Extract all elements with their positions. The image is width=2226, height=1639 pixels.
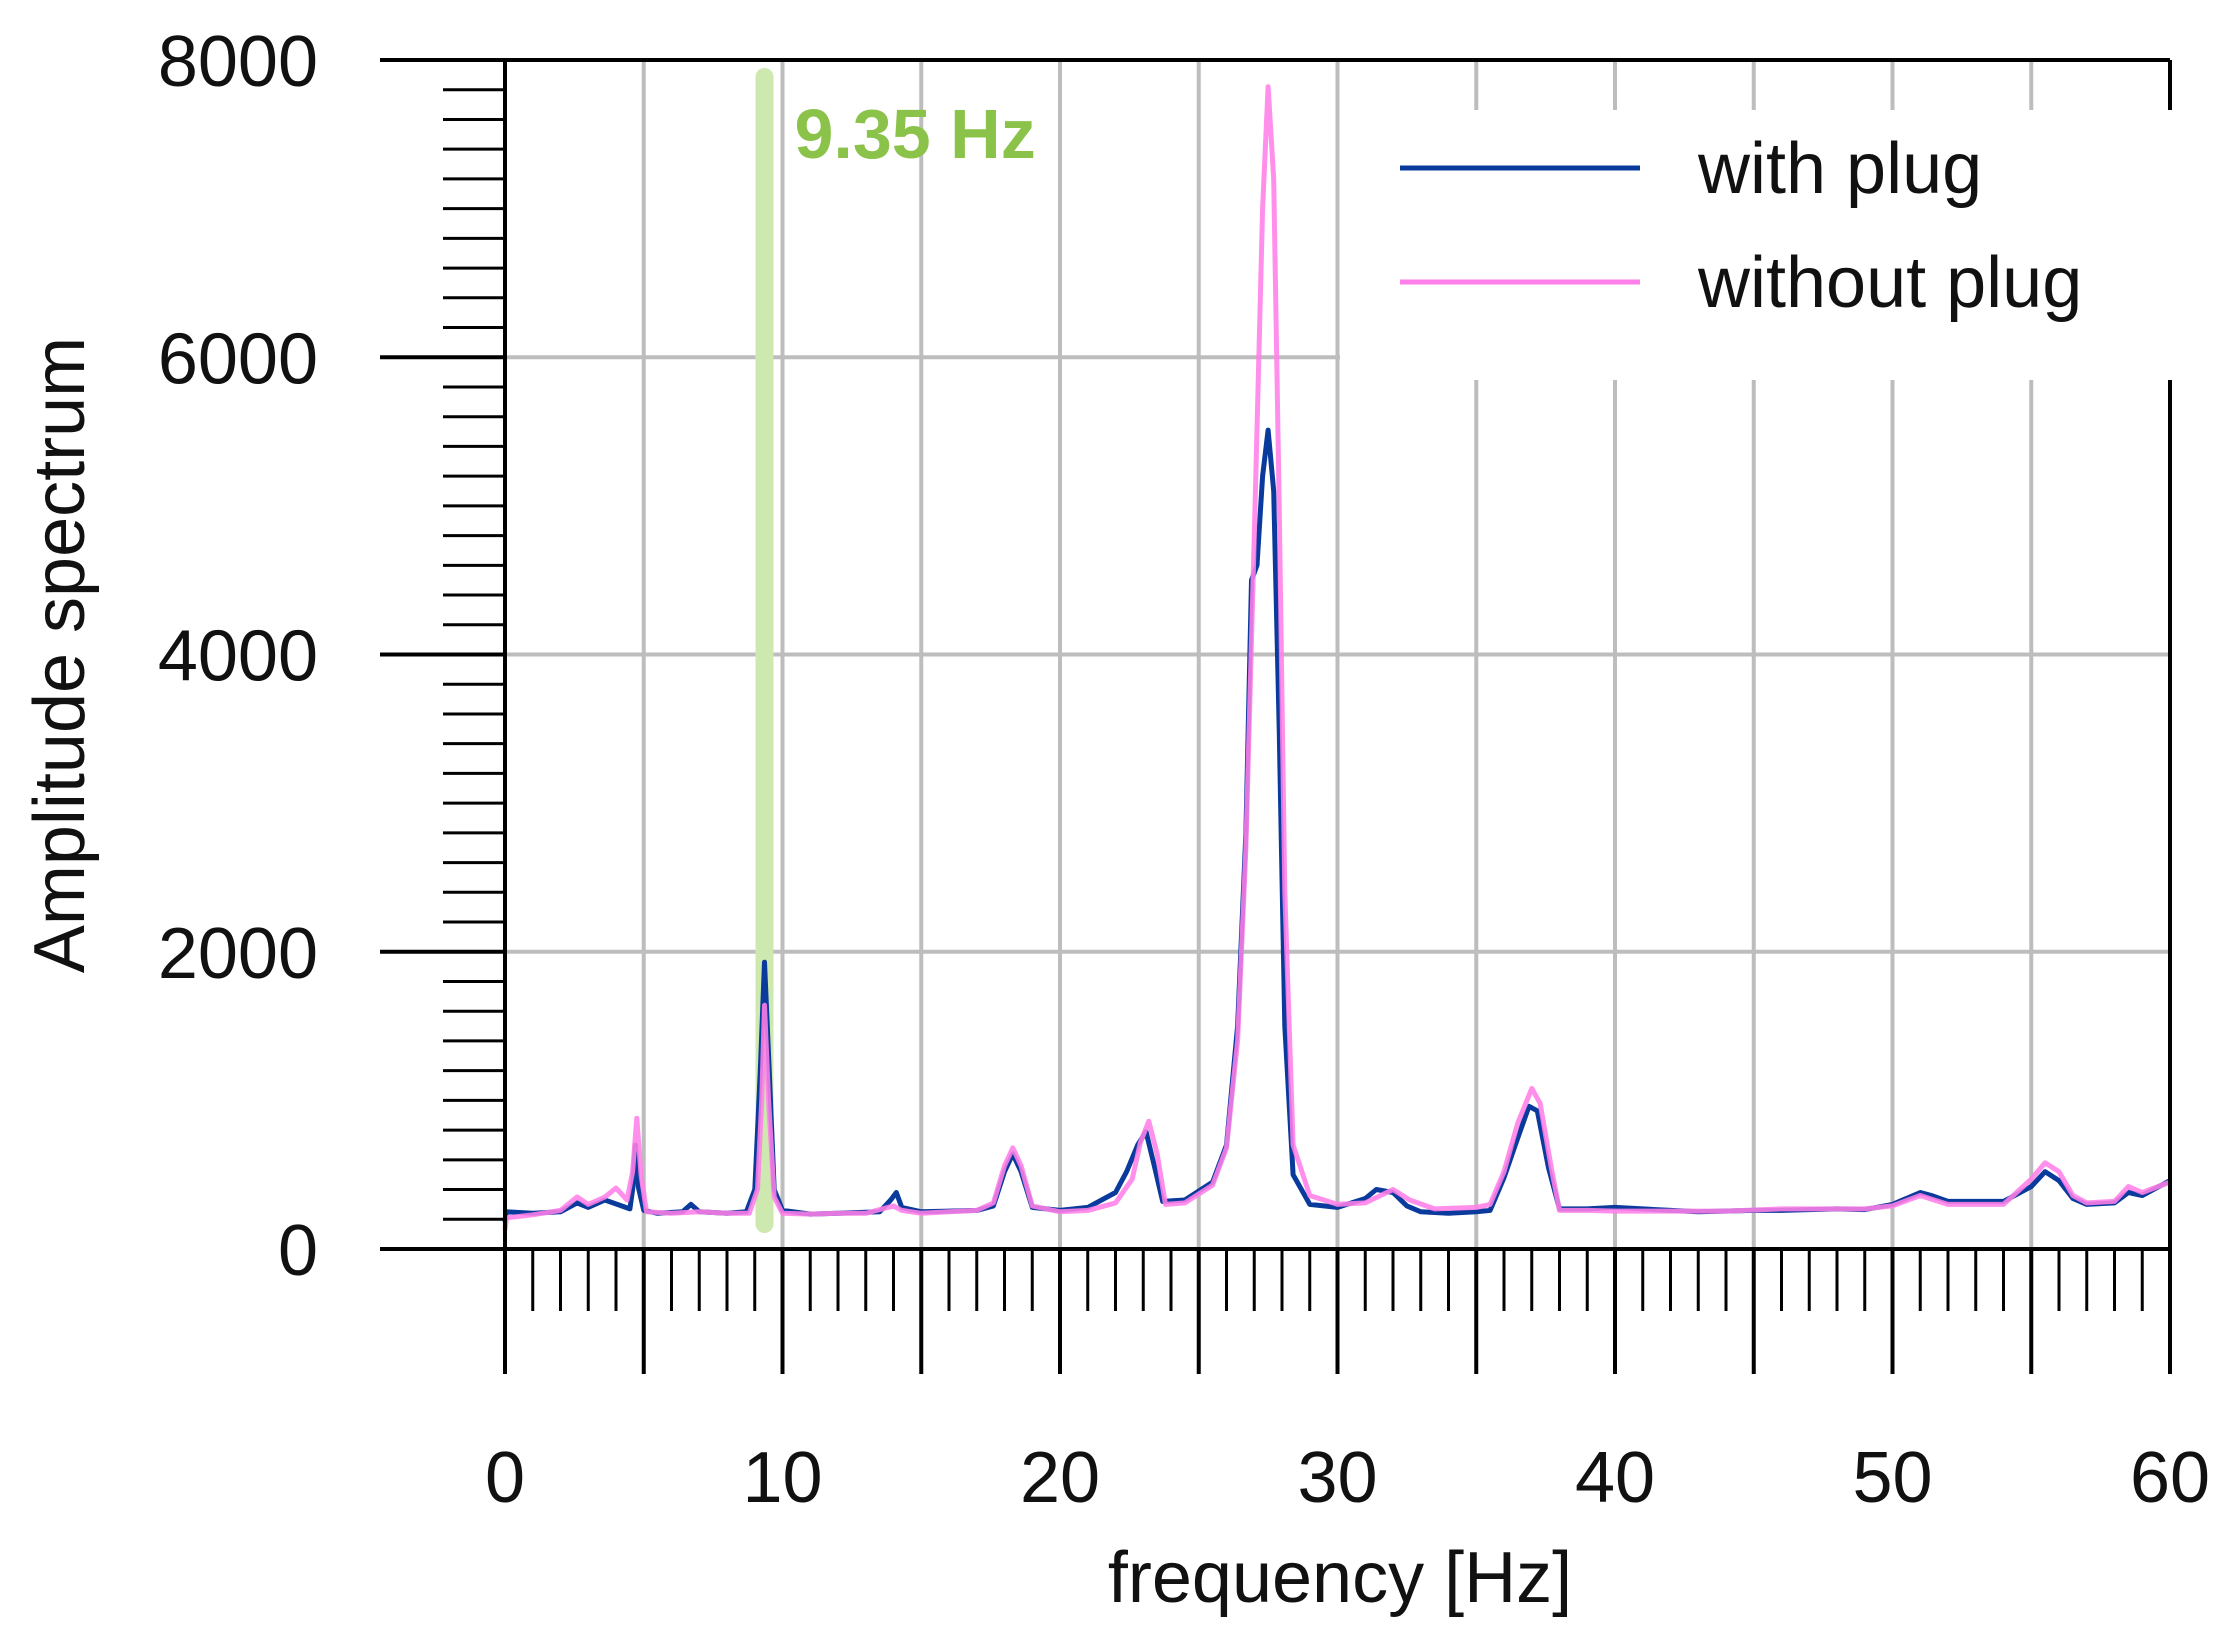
series-lines	[502, 84, 2172, 1230]
legend-background	[1340, 110, 2180, 380]
tick-labels: 0 2000 4000 6000 8000 0 10 20 30 40 50 60	[158, 22, 2210, 1518]
y-tick-label-4000: 4000	[158, 617, 318, 697]
y-tick-label-0: 0	[278, 1211, 318, 1291]
x-tick-label-30: 30	[1297, 1438, 1377, 1518]
x-tick-label-40: 40	[1575, 1438, 1655, 1518]
legend-label-with-plug: with plug	[1697, 129, 1982, 209]
legend-label-without-plug: without plug	[1697, 243, 2082, 323]
annotation-label: 9.35 Hz	[794, 95, 1035, 173]
y-tick-label-8000: 8000	[158, 22, 318, 102]
legend: with plug without plug	[1340, 110, 2180, 380]
axes	[380, 58, 2172, 1374]
x-tick-label-60: 60	[2130, 1438, 2210, 1518]
x-axis-title: frequency [Hz]	[1108, 1538, 1572, 1618]
y-tick-label-2000: 2000	[158, 914, 318, 994]
minor-ticks	[443, 88, 2144, 1311]
x-tick-label-10: 10	[742, 1438, 822, 1518]
x-tick-label-20: 20	[1020, 1438, 1100, 1518]
y-axis-title: Amplitude spectrum	[20, 337, 100, 973]
series-line-without-plug	[502, 84, 2171, 1230]
annotation-band	[755, 68, 774, 1233]
y-tick-label-6000: 6000	[158, 319, 318, 399]
x-tick-label-0: 0	[485, 1438, 525, 1518]
x-tick-label-50: 50	[1852, 1438, 1932, 1518]
